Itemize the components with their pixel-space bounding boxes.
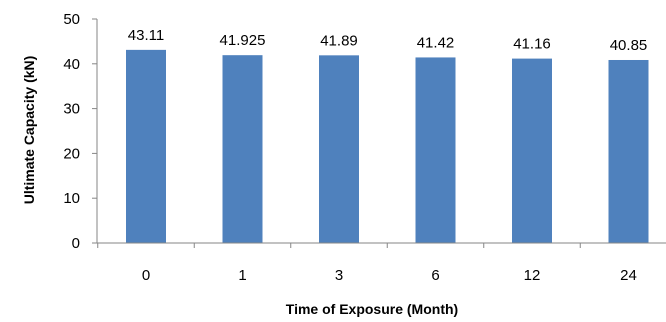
bar-1 <box>222 55 263 244</box>
y-tick-label-30: 30 <box>63 101 80 118</box>
data-label-3: 41.89 <box>320 32 358 49</box>
bar-6 <box>415 57 456 243</box>
bar-12 <box>512 58 552 244</box>
data-labels-group: 43.11 41.925 41.89 41.42 41.16 40.85 <box>128 27 647 54</box>
bar-24 <box>608 59 649 243</box>
y-tick-label-40: 40 <box>63 56 80 73</box>
data-label-12: 41.16 <box>513 36 551 53</box>
x-axis-title: Time of Exposure (Month) <box>286 301 458 317</box>
data-label-6: 41.42 <box>417 34 455 51</box>
axes-group: 0 1 3 6 12 24 0 10 20 30 40 50 <box>63 11 666 284</box>
y-tick-label-20: 20 <box>63 145 80 162</box>
x-tick-label-0: 0 <box>142 267 150 284</box>
data-label-0: 43.11 <box>128 27 164 44</box>
y-axis-title: Ultimate Capacity (kN) <box>21 56 37 205</box>
y-tick-label-0: 0 <box>72 235 80 252</box>
x-tick-label-1: 1 <box>238 267 246 284</box>
y-tick-label-50: 50 <box>63 11 80 28</box>
bar-3 <box>319 55 359 244</box>
x-tick-label-24: 24 <box>620 267 637 284</box>
data-label-24: 40.85 <box>610 37 648 54</box>
x-tick-label-6: 6 <box>431 267 439 284</box>
x-tick-label-12: 12 <box>524 267 541 284</box>
bars-group <box>126 49 649 244</box>
bar-0 <box>126 49 166 243</box>
data-label-1: 41.925 <box>220 32 266 49</box>
y-tick-label-10: 10 <box>63 190 80 207</box>
x-tick-label-3: 3 <box>335 267 343 284</box>
